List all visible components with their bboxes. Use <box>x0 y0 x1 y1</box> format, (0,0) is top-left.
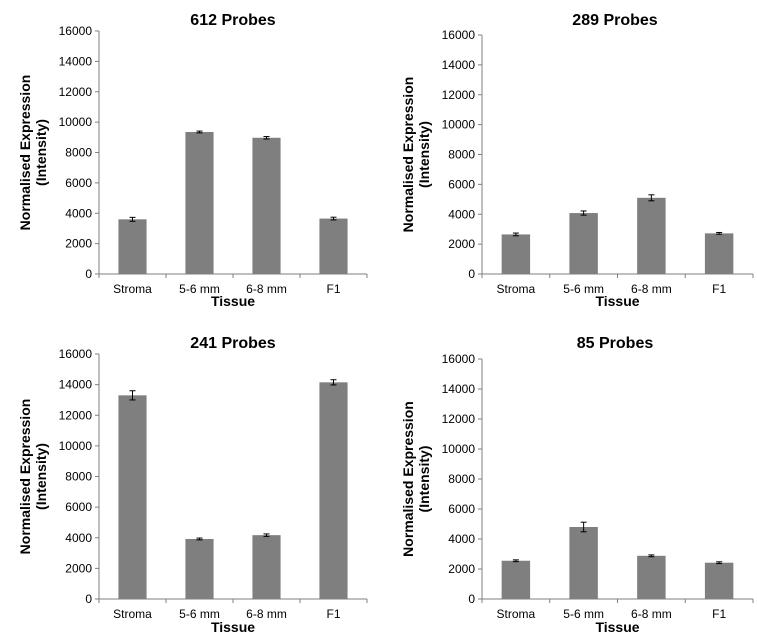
x-tick-label: Stroma <box>497 607 536 621</box>
bar <box>252 535 281 599</box>
bar <box>319 218 348 274</box>
y-axis-title-line: Normalised Expression <box>400 401 416 557</box>
y-tick-label: 8000 <box>65 470 92 484</box>
y-axis-title: Normalised Expression(Intensity) <box>17 75 49 231</box>
bar <box>501 560 531 599</box>
bar <box>569 213 598 274</box>
y-tick-label: 2000 <box>65 237 92 251</box>
x-tick-label: F1 <box>326 282 340 296</box>
x-tick-label: 5-6 mm <box>179 282 220 296</box>
x-tick-label: F1 <box>712 607 726 621</box>
chart-panel: 289 Probes Normalised Expression(Intensit… <box>400 12 754 309</box>
x-tick-label: 6-8 mm <box>631 607 672 621</box>
chart-panel: 241 Probes Normalised Expression(Intensit… <box>17 335 368 635</box>
x-axis-title: Tissue <box>211 619 255 635</box>
x-tick-label: Stroma <box>113 282 152 296</box>
y-tick-label: 8000 <box>448 148 475 162</box>
y-tick-label: 10000 <box>442 442 476 456</box>
y-tick-label: 16000 <box>442 352 476 366</box>
bar <box>319 382 348 599</box>
y-tick-label: 12000 <box>59 85 93 99</box>
x-tick-label: 5-6 mm <box>179 607 220 621</box>
y-tick-label: 0 <box>468 267 475 281</box>
x-tick-label: 6-8 mm <box>631 282 672 296</box>
y-tick-label: 6000 <box>65 176 92 190</box>
y-tick-label: 6000 <box>65 500 92 514</box>
x-tick-label: F1 <box>326 607 340 621</box>
y-tick-label: 12000 <box>442 412 476 426</box>
y-tick-label: 10000 <box>442 118 476 132</box>
x-tick-label: 5-6 mm <box>563 282 604 296</box>
chart-title: 241 Probes <box>190 335 275 352</box>
y-tick-label: 6000 <box>448 502 475 516</box>
y-tick-label: 14000 <box>59 54 93 68</box>
bar <box>637 197 666 274</box>
x-tick-label: F1 <box>712 282 726 296</box>
y-tick-label: 16000 <box>442 28 476 42</box>
y-tick-label: 2000 <box>65 561 92 575</box>
chart-panel: 612 Probes Normalised Expression(Intensit… <box>17 12 368 309</box>
y-axis-title-line: Normalised Expression <box>17 75 33 231</box>
chart-title: 612 Probes <box>190 12 275 29</box>
y-axis-title-line: (Intensity) <box>33 119 49 186</box>
chart-title: 85 Probes <box>577 335 654 352</box>
bar <box>704 562 734 599</box>
bar <box>118 219 147 274</box>
y-tick-label: 10000 <box>59 115 93 129</box>
chart-title: 289 Probes <box>572 12 657 29</box>
bar <box>637 555 666 599</box>
y-tick-label: 4000 <box>65 531 92 545</box>
y-tick-label: 16000 <box>59 24 93 38</box>
x-axis-title: Tissue <box>211 293 255 309</box>
x-tick-label: Stroma <box>113 607 152 621</box>
y-axis-title: Normalised Expression(Intensity) <box>400 401 432 557</box>
chart-panel: 85 Probes Normalised Expression(Intensity… <box>400 335 754 635</box>
y-axis-title-line: Normalised Expression <box>400 77 416 233</box>
y-tick-label: 4000 <box>448 207 475 221</box>
y-tick-label: 4000 <box>65 206 92 220</box>
y-tick-label: 2000 <box>448 237 475 251</box>
y-tick-label: 10000 <box>59 439 93 453</box>
y-tick-label: 8000 <box>65 146 92 160</box>
x-tick-label: 6-8 mm <box>246 282 287 296</box>
x-axis-title: Tissue <box>595 293 639 309</box>
y-axis-title-line: (Intensity) <box>416 446 432 513</box>
y-tick-label: 0 <box>85 592 92 606</box>
y-tick-label: 16000 <box>59 347 93 361</box>
x-tick-label: Stroma <box>497 282 536 296</box>
y-tick-label: 12000 <box>442 88 476 102</box>
y-tick-label: 8000 <box>448 472 475 486</box>
y-axis-title-line: Normalised Expression <box>17 399 33 555</box>
bar <box>704 233 734 274</box>
y-axis-title-line: (Intensity) <box>33 443 49 510</box>
y-tick-label: 2000 <box>448 562 475 576</box>
x-tick-label: 5-6 mm <box>563 607 604 621</box>
bar <box>185 131 214 274</box>
y-tick-label: 4000 <box>448 532 475 546</box>
bar <box>252 137 281 274</box>
y-tick-label: 14000 <box>442 382 476 396</box>
x-tick-label: 6-8 mm <box>246 607 287 621</box>
y-tick-label: 0 <box>468 592 475 606</box>
bar <box>185 538 214 599</box>
x-axis-title: Tissue <box>595 619 639 635</box>
y-tick-label: 6000 <box>448 177 475 191</box>
bar <box>569 527 598 599</box>
y-tick-label: 14000 <box>442 58 476 72</box>
y-axis-title: Normalised Expression(Intensity) <box>400 77 432 233</box>
bar <box>118 395 147 599</box>
y-axis-title: Normalised Expression(Intensity) <box>17 399 49 555</box>
y-tick-label: 12000 <box>59 408 93 422</box>
y-tick-label: 14000 <box>59 378 93 392</box>
y-axis-title-line: (Intensity) <box>416 121 432 188</box>
y-tick-label: 0 <box>85 267 92 281</box>
bar <box>501 234 531 274</box>
